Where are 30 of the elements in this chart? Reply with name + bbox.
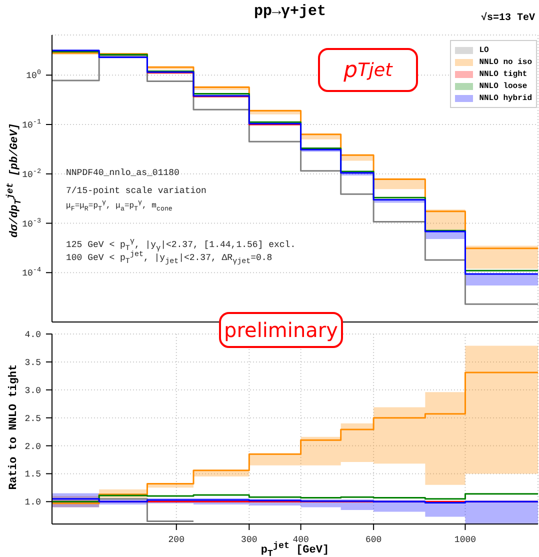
y-tick-label: 10$^{-1}$ [22, 118, 41, 131]
text: μ$_{F}$=μ$_{R}$=p$_{T}$$^{γ}$, μ$_{a}$=p$_{T}$$^{γ}$, m$_{cone}$ [66, 198, 172, 212]
y-tick-label: 10$^{-3}$ [22, 217, 41, 230]
legend-label: NNLO hybrid [479, 94, 532, 102]
y-tick-label: 1.5 [24, 470, 41, 480]
rounded-frame: preliminary [219, 312, 343, 348]
y-tick-label: 2.5 [24, 414, 41, 424]
annotation: NNPDF40_nnlo_as_01180 [66, 168, 180, 178]
y-tick-label: 3.5 [24, 358, 41, 368]
annotation: 100 GeV < p$_{T}$$^{jet}$, |y$_{jet}$|<2.37, ΔR$_{γjet}$=0.8 [66, 251, 272, 266]
x-tick-label: 1000 [454, 535, 476, 545]
y-tick-label: 1.0 [24, 498, 41, 508]
annotation: 7/15-point scale variation [66, 186, 206, 196]
legend-label: NNLO tight [479, 70, 528, 78]
x-tick-label: 300 [241, 535, 258, 545]
y-tick-label: 4.0 [24, 330, 41, 340]
y-tick-label: 10$^{0}$ [26, 69, 41, 82]
legend-label: LO [479, 46, 489, 54]
legend-label: NNLO loose [479, 82, 528, 90]
x-tick-label: 200 [168, 535, 184, 545]
legend-label: NNLO no iso [479, 58, 532, 66]
chart-subtitle: √s=13 TeV [480, 13, 535, 24]
chart-title: pp→γ+jet [252, 3, 327, 20]
x-tick-label: 600 [365, 535, 382, 545]
y-tick-label: 10$^{-4}$ [22, 266, 41, 279]
y-tick-label: 2.0 [24, 442, 41, 452]
y-tick-label: 10$^{-2}$ [22, 168, 41, 180]
x-tick-label: 400 [292, 535, 309, 545]
y-tick-label: 3.0 [24, 386, 41, 396]
y-axis-title: Ratio to NNLO tight [8, 363, 20, 492]
